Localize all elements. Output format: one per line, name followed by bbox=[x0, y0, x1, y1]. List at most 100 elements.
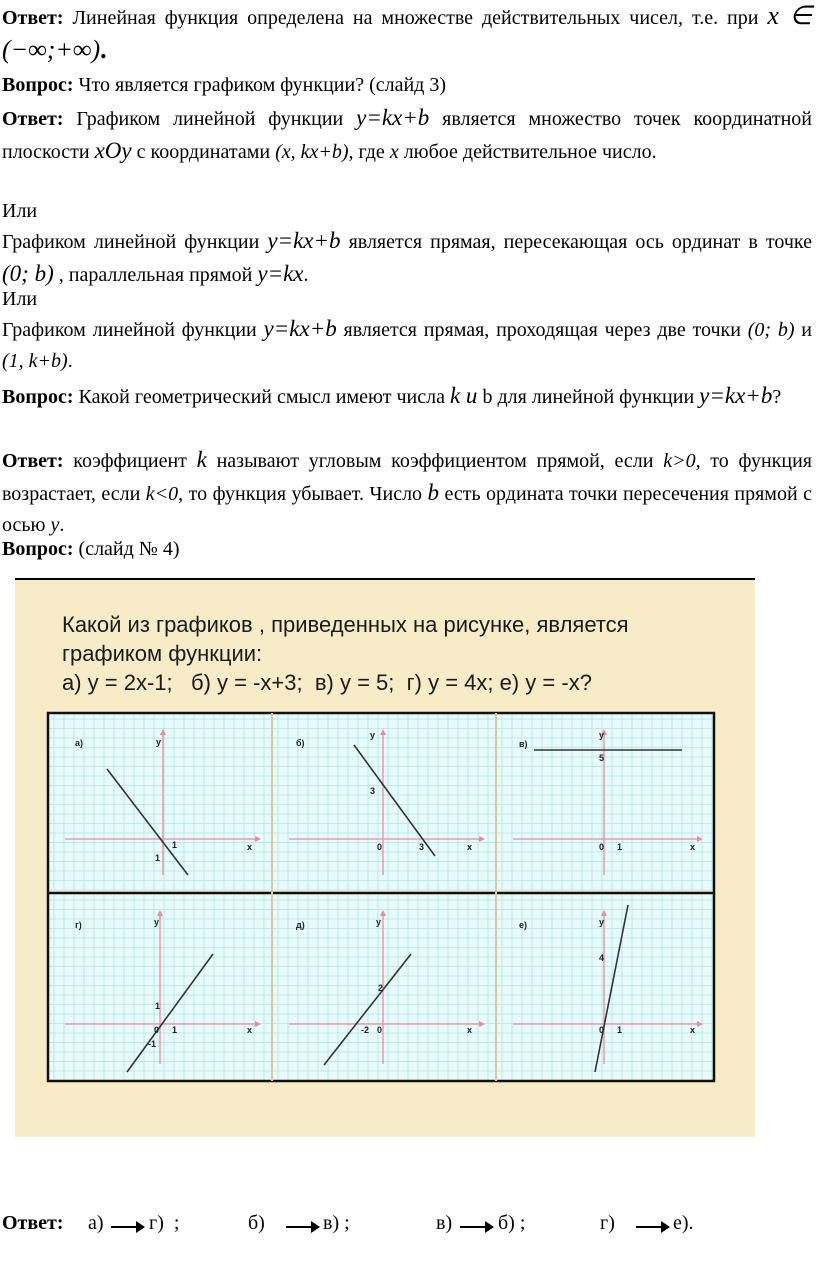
tick-label: -1 bbox=[148, 1039, 156, 1049]
formula: k>0, bbox=[663, 450, 701, 472]
x-axis-arrow-icon bbox=[697, 836, 703, 842]
tick-label: 3 bbox=[370, 786, 375, 796]
text: , то функция убывает. Число bbox=[178, 483, 428, 505]
text: . bbox=[303, 264, 309, 286]
y-axis-arrow-icon bbox=[160, 729, 166, 735]
tick-label: 1 bbox=[617, 1025, 622, 1035]
tick-label: 1 bbox=[155, 1001, 160, 1011]
text: , параллельная прямой bbox=[53, 264, 258, 286]
text: . bbox=[100, 35, 107, 64]
text: Графиком линейной функции bbox=[2, 231, 268, 253]
slide-question: а) у = 2х-1; б) у = -х+3; в) у = 5; г) у… bbox=[62, 670, 592, 695]
answer-two-points: Графиком линейной функции y=kx+b являетс… bbox=[2, 313, 812, 377]
label: Ответ: bbox=[2, 7, 64, 29]
tick-label: у bbox=[599, 917, 604, 927]
function-line bbox=[106, 768, 189, 876]
graph-panel bbox=[497, 895, 713, 1080]
panel-label: г) bbox=[75, 920, 82, 930]
panel-label: е) bbox=[519, 920, 527, 930]
or-text: Или bbox=[2, 288, 38, 310]
x-axis-arrow-icon bbox=[255, 836, 261, 842]
label: Ответ: bbox=[2, 450, 64, 472]
text: b для линейной функции bbox=[477, 386, 700, 408]
text: Что является графиком функции? (слайд 3) bbox=[73, 74, 447, 96]
formula: b bbox=[427, 480, 440, 505]
arrow-icon bbox=[636, 1221, 670, 1233]
function-line bbox=[594, 904, 629, 1073]
tick-label: х bbox=[690, 1025, 695, 1035]
answer-item: в) ; bbox=[323, 1212, 350, 1234]
text: где bbox=[353, 141, 390, 163]
text: . bbox=[67, 350, 73, 372]
function-line bbox=[323, 953, 412, 1066]
answer-graph: Ответ: Графиком линейной функции y=kx+b … bbox=[2, 102, 812, 168]
panel-label: а) bbox=[75, 738, 83, 748]
tick-label: 0 bbox=[377, 842, 382, 852]
tick-label: 4 bbox=[599, 953, 604, 963]
formula: (x, kx+b), bbox=[275, 141, 354, 163]
answer-item: б) bbox=[248, 1212, 265, 1234]
tick-label: у bbox=[599, 730, 604, 740]
tick-label: 1 bbox=[617, 842, 622, 852]
label: Вопрос: bbox=[2, 538, 74, 560]
tick-label: 1 bbox=[172, 1025, 177, 1035]
y-axis-arrow-icon bbox=[157, 910, 163, 916]
text: коэффициент bbox=[63, 450, 197, 472]
text: . bbox=[59, 514, 65, 536]
text: (слайд № 4) bbox=[73, 538, 180, 560]
question-meaning: Вопрос: Какой геометрический смысл имеют… bbox=[2, 380, 812, 413]
answer-item: г) bbox=[600, 1212, 615, 1234]
question-graph: Вопрос: Что является графиком функции? (… bbox=[2, 70, 812, 101]
formula: y=kx+b bbox=[699, 383, 773, 408]
function-line bbox=[353, 744, 436, 857]
label: Ответ: bbox=[2, 108, 64, 130]
tick-label: у bbox=[156, 737, 161, 747]
formula: k и bbox=[449, 383, 478, 408]
or-text: Или bbox=[2, 200, 38, 222]
answer-item: а) bbox=[88, 1212, 104, 1234]
formula: y=kx+b bbox=[263, 316, 337, 341]
tick-label: 1 bbox=[172, 840, 177, 850]
tick-label: 0 bbox=[154, 1025, 159, 1035]
tick-label: х bbox=[467, 1025, 472, 1035]
slide-title: Какой из графиков , приведенных на рисун… bbox=[62, 612, 629, 637]
x-axis-arrow-icon bbox=[479, 1021, 485, 1027]
formula: y bbox=[50, 514, 60, 536]
tick-label: -2 bbox=[361, 1025, 369, 1035]
formula: y=kx+b bbox=[267, 228, 341, 253]
answer-line-parallel: Графиком линейной функции y=kx+b являетс… bbox=[2, 225, 812, 291]
tick-label: 0 bbox=[377, 1025, 382, 1035]
tick-label: у bbox=[370, 730, 375, 740]
slide-image: Какой из графиков , приведенных на рисун… bbox=[15, 578, 755, 1137]
x-axis-arrow-icon bbox=[479, 836, 485, 842]
arrow-icon bbox=[111, 1221, 145, 1233]
x-axis-arrow-icon bbox=[697, 1021, 703, 1027]
text: есть ордината точки пересечения прямой с… bbox=[2, 483, 812, 536]
y-axis-arrow-icon bbox=[601, 729, 607, 735]
answer-item: е). bbox=[673, 1212, 694, 1234]
graphs-grid: а) у 1 1 х б) у 3 0 3 х в) у 5 0 1 х г) у 1 0 1 -1 х д) у 2 -2 0 х е) у… bbox=[46, 711, 716, 1083]
text: Линейная функция определена на множестве… bbox=[63, 7, 768, 29]
tick-label: у bbox=[376, 917, 381, 927]
panel-label: б) bbox=[296, 738, 305, 748]
text: Графиком линейной функции bbox=[2, 319, 264, 341]
answer-domain: Ответ: Линейная функция определена на мн… bbox=[2, 0, 812, 68]
panel-label: д) bbox=[296, 920, 305, 930]
tick-label: 3 bbox=[419, 842, 424, 852]
text: и bbox=[794, 319, 813, 341]
x-axis-arrow-icon bbox=[255, 1021, 261, 1027]
text: с координатами bbox=[131, 141, 276, 163]
formula: y=kx bbox=[257, 261, 304, 286]
formula: (1, k+b) bbox=[2, 350, 68, 372]
text: Какой геометрический смысл имеют числа bbox=[73, 386, 450, 408]
text: любое действительное число. bbox=[398, 141, 657, 163]
formula: xOy bbox=[94, 138, 132, 163]
tick-label: х bbox=[690, 842, 695, 852]
tick-label: х bbox=[247, 1025, 252, 1035]
text: Графиком линейной функции bbox=[63, 108, 357, 130]
answer-item: б) ; bbox=[498, 1212, 526, 1234]
text: является прямая, проходящая через две то… bbox=[336, 319, 748, 341]
tick-label: 0 bbox=[599, 1025, 604, 1035]
y-axis-arrow-icon bbox=[601, 910, 607, 916]
formula: k bbox=[196, 447, 207, 472]
